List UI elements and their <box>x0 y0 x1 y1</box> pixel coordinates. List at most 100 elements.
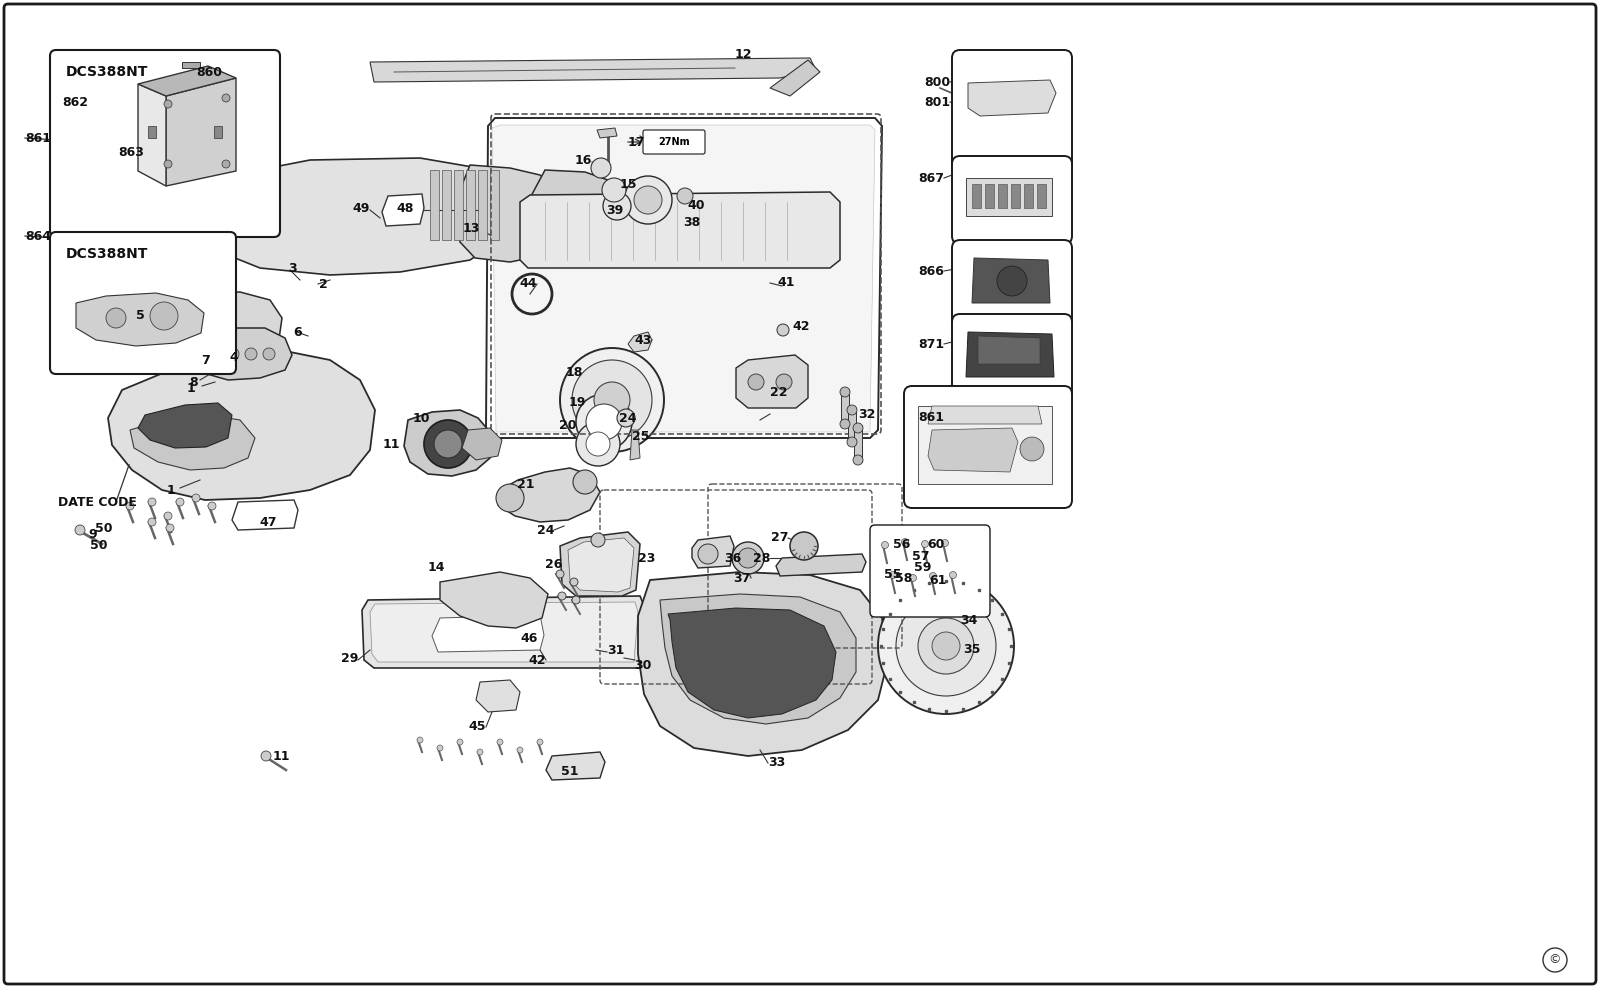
Circle shape <box>909 574 917 582</box>
Circle shape <box>997 266 1027 296</box>
Polygon shape <box>776 554 866 576</box>
FancyBboxPatch shape <box>50 232 237 374</box>
Circle shape <box>896 596 995 696</box>
Polygon shape <box>661 594 856 724</box>
Text: 42: 42 <box>792 319 810 333</box>
Polygon shape <box>568 538 634 592</box>
Circle shape <box>222 160 230 168</box>
Text: 26: 26 <box>544 557 562 570</box>
Polygon shape <box>966 178 1053 216</box>
Text: 19: 19 <box>568 395 586 408</box>
Text: 43: 43 <box>635 334 653 347</box>
Text: 36: 36 <box>723 551 741 564</box>
FancyBboxPatch shape <box>50 50 280 237</box>
Text: 59: 59 <box>914 560 931 573</box>
Polygon shape <box>432 615 544 652</box>
Polygon shape <box>189 328 291 380</box>
Circle shape <box>733 542 765 574</box>
Text: 27: 27 <box>771 531 787 543</box>
Circle shape <box>618 409 635 427</box>
Text: ©: © <box>1549 953 1562 966</box>
Text: 31: 31 <box>606 643 624 656</box>
Polygon shape <box>147 126 157 138</box>
Circle shape <box>558 592 566 600</box>
FancyBboxPatch shape <box>870 525 990 617</box>
Polygon shape <box>842 390 850 426</box>
Polygon shape <box>214 126 222 138</box>
Circle shape <box>538 739 542 745</box>
Polygon shape <box>520 192 840 268</box>
Circle shape <box>106 308 126 328</box>
Circle shape <box>165 100 173 108</box>
Text: 57: 57 <box>912 549 930 562</box>
Circle shape <box>261 751 270 761</box>
FancyBboxPatch shape <box>952 50 1072 172</box>
Text: DATE CODE: DATE CODE <box>58 496 138 509</box>
Circle shape <box>882 541 888 548</box>
Text: 45: 45 <box>469 719 486 732</box>
Text: 39: 39 <box>606 204 622 216</box>
Polygon shape <box>182 62 200 68</box>
Polygon shape <box>848 408 856 444</box>
Circle shape <box>603 192 630 220</box>
Circle shape <box>434 430 462 458</box>
Polygon shape <box>1037 184 1046 208</box>
Text: 30: 30 <box>634 658 651 672</box>
Polygon shape <box>986 184 994 208</box>
Circle shape <box>930 572 936 580</box>
Text: 10: 10 <box>413 411 430 425</box>
Circle shape <box>918 618 974 674</box>
Text: 860: 860 <box>195 66 222 79</box>
Text: 862: 862 <box>62 97 88 110</box>
Text: DCS388NT: DCS388NT <box>66 247 149 261</box>
Text: 41: 41 <box>778 276 795 288</box>
Circle shape <box>594 382 630 418</box>
Text: 861: 861 <box>26 131 51 144</box>
Text: 17: 17 <box>627 135 645 148</box>
Text: 32: 32 <box>858 407 875 421</box>
Polygon shape <box>597 128 618 138</box>
Polygon shape <box>546 752 605 780</box>
Polygon shape <box>109 352 374 500</box>
Circle shape <box>941 539 949 546</box>
Polygon shape <box>166 78 237 186</box>
Circle shape <box>790 532 818 560</box>
Circle shape <box>437 745 443 751</box>
Polygon shape <box>691 536 734 568</box>
Circle shape <box>126 502 134 510</box>
Polygon shape <box>442 170 451 240</box>
FancyBboxPatch shape <box>952 240 1072 328</box>
Circle shape <box>698 544 718 564</box>
Text: 1: 1 <box>166 483 174 497</box>
Circle shape <box>840 419 850 429</box>
Polygon shape <box>210 158 510 275</box>
Text: 11: 11 <box>272 750 290 763</box>
Text: 6: 6 <box>293 325 302 339</box>
Circle shape <box>949 571 957 579</box>
Polygon shape <box>466 170 475 240</box>
Polygon shape <box>362 596 645 668</box>
Circle shape <box>901 538 909 545</box>
Polygon shape <box>968 80 1056 116</box>
Circle shape <box>573 470 597 494</box>
Circle shape <box>738 548 758 568</box>
Polygon shape <box>560 532 640 596</box>
Text: 34: 34 <box>960 614 978 626</box>
Text: 49: 49 <box>352 202 370 214</box>
Text: 38: 38 <box>683 215 701 228</box>
Polygon shape <box>138 66 237 96</box>
Circle shape <box>560 348 664 452</box>
Circle shape <box>590 158 611 178</box>
Polygon shape <box>77 293 205 346</box>
Circle shape <box>586 404 622 440</box>
Text: 58: 58 <box>894 571 912 585</box>
Text: 42: 42 <box>528 653 546 667</box>
Text: 14: 14 <box>427 560 445 573</box>
Circle shape <box>262 348 275 360</box>
Circle shape <box>208 502 216 510</box>
Circle shape <box>192 494 200 502</box>
Polygon shape <box>966 332 1054 377</box>
Circle shape <box>498 739 502 745</box>
Circle shape <box>576 394 632 450</box>
Polygon shape <box>440 572 547 628</box>
